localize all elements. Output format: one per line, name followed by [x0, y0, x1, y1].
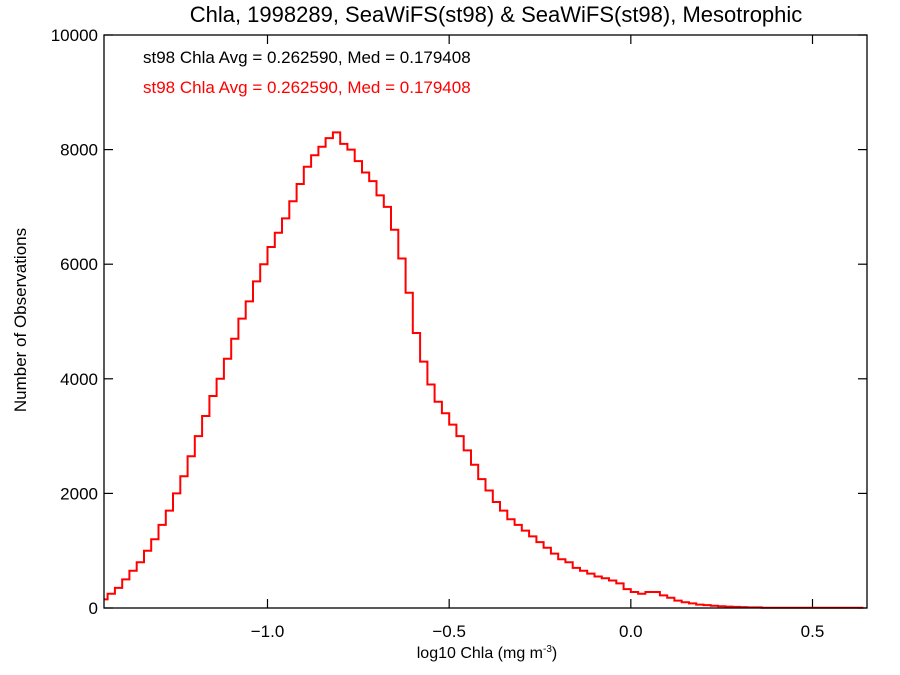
x-axis-label-superscript: -3 [543, 644, 552, 655]
y-tick-label: 10000 [51, 26, 98, 45]
y-tick-label: 2000 [60, 484, 98, 503]
x-axis-label-text: log10 Chla (mg m [417, 645, 543, 662]
x-axis-label: log10 Chla (mg m-3) [417, 644, 558, 662]
x-tick-label: −0.5 [432, 622, 466, 641]
x-tick-label: 0.5 [801, 622, 825, 641]
y-tick-label: 8000 [60, 141, 98, 160]
x-tick-label: 0.0 [619, 622, 643, 641]
histogram-series-line [104, 131, 864, 609]
x-tick-label: −1.0 [251, 622, 285, 641]
axes-ticks: −1.0 −0.5 0.0 0.5 0 2000 4000 6000 8000 10000 [51, 26, 867, 641]
annotation-black: st98 Chla Avg = 0.262590, Med = 0.179408 [143, 48, 471, 67]
annotation-red: st98 Chla Avg = 0.262590, Med = 0.179408 [143, 78, 471, 97]
y-tick-label: 6000 [60, 255, 98, 274]
chart-title: Chla, 1998289, SeaWiFS(st98) & SeaWiFS(s… [190, 2, 803, 27]
series-layer [104, 131, 864, 609]
x-axis-label-close: ) [552, 645, 557, 662]
y-tick-label: 0 [89, 599, 98, 618]
y-axis-label: Number of Observations [11, 228, 30, 412]
y-tick-label: 4000 [60, 370, 98, 389]
plot-frame [103, 34, 868, 609]
